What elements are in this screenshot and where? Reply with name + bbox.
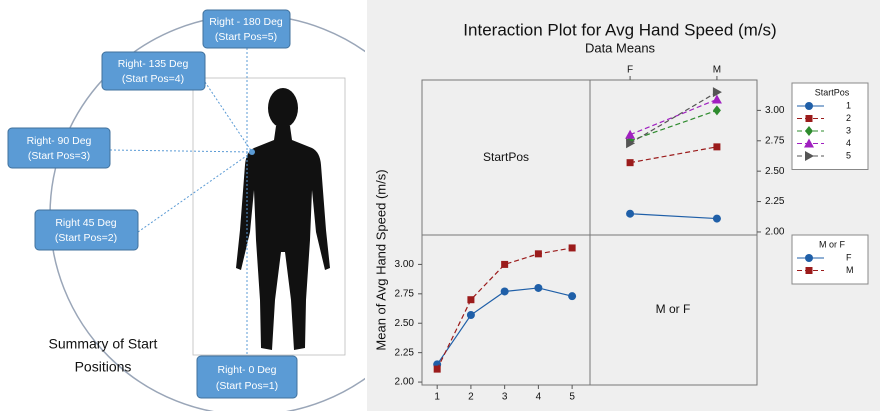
legend-label: 2 bbox=[846, 113, 851, 123]
panel-label: M or F bbox=[656, 302, 691, 316]
x-tick-label: 1 bbox=[434, 392, 440, 403]
box-pos: (Start Pos=3) bbox=[28, 150, 90, 162]
x-tick-label: M bbox=[713, 65, 721, 76]
marker bbox=[500, 287, 509, 296]
x-tick-label: F bbox=[627, 65, 633, 76]
legend-box bbox=[791, 82, 869, 170]
y-tick-label: 2.25 bbox=[395, 347, 415, 358]
box-angle: Right- 135 Deg bbox=[118, 58, 189, 70]
x-tick-label: 4 bbox=[536, 392, 542, 403]
chart-title: Interaction Plot for Avg Hand Speed (m/s… bbox=[463, 20, 776, 39]
box-angle: Right - 180 Deg bbox=[209, 16, 283, 28]
marker bbox=[626, 138, 636, 149]
silhouette bbox=[236, 88, 330, 350]
marker bbox=[534, 283, 543, 292]
marker bbox=[568, 292, 577, 301]
marker bbox=[712, 87, 722, 98]
caption: Summary of Start bbox=[49, 336, 158, 352]
legend-marker bbox=[805, 254, 813, 262]
box-angle: Right 45 Deg bbox=[55, 217, 116, 229]
legend-marker bbox=[805, 126, 813, 136]
series-line bbox=[630, 213, 717, 220]
marker bbox=[713, 143, 721, 151]
marker bbox=[711, 94, 722, 104]
y-tick-label: 2.75 bbox=[395, 288, 415, 299]
y-tick-label: 2.50 bbox=[395, 318, 415, 329]
frame bbox=[192, 77, 346, 356]
box-pos: (Start Pos=1) bbox=[216, 380, 278, 392]
chart-background bbox=[367, 0, 880, 411]
panel-label: StartPos bbox=[483, 150, 529, 164]
y-tick-label: 2.25 bbox=[765, 196, 785, 207]
legend-label: 3 bbox=[846, 125, 851, 135]
caption: Positions bbox=[75, 359, 132, 375]
box-pos: (Start Pos=4) bbox=[122, 73, 184, 85]
legend-marker bbox=[805, 267, 813, 274]
y-tick-label: 2.00 bbox=[765, 227, 785, 238]
x-tick-label: 2 bbox=[468, 392, 474, 403]
legend-label: 1 bbox=[846, 100, 851, 110]
legend-label: 5 bbox=[846, 150, 851, 160]
marker bbox=[501, 260, 509, 268]
box-angle: Right- 90 Deg bbox=[27, 135, 92, 147]
marker bbox=[534, 250, 542, 258]
legend-label: F bbox=[846, 252, 852, 262]
series-line bbox=[629, 146, 718, 164]
marker bbox=[626, 159, 634, 167]
legend-label: M bbox=[846, 265, 854, 275]
y-tick-label: 3.00 bbox=[765, 105, 785, 116]
series-line bbox=[629, 109, 718, 142]
marker bbox=[712, 105, 721, 116]
legend-label: 4 bbox=[846, 138, 851, 148]
legend-marker bbox=[805, 102, 813, 110]
marker bbox=[466, 311, 475, 319]
legend-title: StartPos bbox=[815, 87, 850, 97]
y-tick-label: 3.00 bbox=[395, 259, 415, 270]
box-pos: (Start Pos=2) bbox=[55, 232, 117, 244]
marker bbox=[626, 209, 635, 218]
connectors bbox=[109, 48, 253, 355]
marker bbox=[625, 129, 636, 139]
x-tick-label: 3 bbox=[502, 392, 508, 403]
start-diagram: Right - 180 Deg (Start Pos=5) Right- 135… bbox=[7, 9, 365, 411]
box-angle: Right- 0 Deg bbox=[218, 364, 277, 376]
legend-marker bbox=[804, 138, 814, 148]
y-axis-label: Mean of Avg Hand Speed (m/s) bbox=[373, 169, 388, 350]
y-tick-label: 2.50 bbox=[765, 166, 785, 177]
series-line bbox=[629, 91, 718, 144]
legend-marker bbox=[805, 151, 814, 161]
legend-title: M or F bbox=[819, 239, 846, 249]
legend-marker bbox=[805, 115, 813, 122]
series-line bbox=[436, 247, 573, 370]
legend-box bbox=[791, 234, 869, 285]
marker bbox=[433, 365, 441, 373]
marker bbox=[568, 244, 576, 252]
marker bbox=[467, 296, 475, 304]
position-boxes: Right - 180 Deg (Start Pos=5) Right- 135… bbox=[7, 9, 298, 399]
y-tick-label: 2.75 bbox=[765, 135, 785, 146]
y-tick-label: 2.00 bbox=[395, 377, 415, 388]
chart-subtitle: Data Means bbox=[585, 40, 656, 55]
box-pos: (Start Pos=5) bbox=[215, 31, 277, 43]
origin-dot bbox=[249, 149, 255, 155]
marker bbox=[712, 214, 721, 223]
x-tick-label: 5 bbox=[569, 392, 575, 403]
